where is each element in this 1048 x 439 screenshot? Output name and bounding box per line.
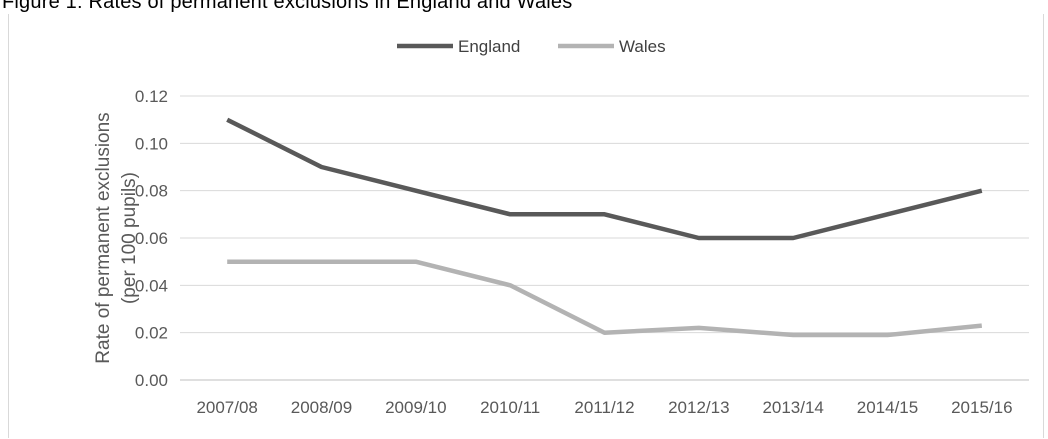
line-chart: 0.00 0.02 0.04 0.06 0.08 0.10 0.12 2007/08 2008… xyxy=(93,37,1029,417)
legend-label-england: England xyxy=(458,37,520,56)
figure-caption-text: Figure 1: Rates of permanent exclusions … xyxy=(2,0,573,13)
x-tick-label: 2009/10 xyxy=(385,398,446,417)
x-tick-label: 2011/12 xyxy=(574,398,634,417)
gridlines xyxy=(180,95,1029,381)
y-tick-label: 0.02 xyxy=(135,324,168,343)
legend: England Wales xyxy=(397,37,666,56)
y-axis-title-line: Rate of permanent exclusions xyxy=(93,112,114,363)
chart-container: 0.00 0.02 0.04 0.06 0.08 0.10 0.12 2007/08 2008… xyxy=(8,14,1044,438)
series-lines xyxy=(226,117,983,338)
y-axis-ticks: 0.00 0.02 0.04 0.06 0.08 0.10 0.12 xyxy=(135,87,168,390)
y-axis-title-line: (per 100 pupils) xyxy=(119,172,140,304)
legend-label-wales: Wales xyxy=(619,37,666,56)
x-axis-ticks: 2007/08 2008/09 2009/10 2010/11 2011/12 2012/… xyxy=(196,398,1012,417)
y-tick-label: 0.08 xyxy=(135,182,168,201)
x-tick-label: 2015/16 xyxy=(951,398,1012,417)
figure-caption: Figure 1: Rates of permanent exclusions … xyxy=(0,0,1048,14)
x-tick-label: 2007/08 xyxy=(196,398,257,417)
y-axis-title: Rate of permanent exclusions (per 100 pup… xyxy=(93,112,140,363)
y-tick-label: 0.10 xyxy=(135,134,168,153)
x-tick-label: 2008/09 xyxy=(291,398,352,417)
x-tick-label: 2012/13 xyxy=(668,398,729,417)
y-tick-label: 0.04 xyxy=(135,276,168,295)
y-tick-label: 0.06 xyxy=(135,229,168,248)
series-line-wales xyxy=(227,259,983,338)
x-tick-label: 2010/11 xyxy=(480,398,540,417)
x-tick-label: 2014/15 xyxy=(857,398,918,417)
y-tick-label: 0.00 xyxy=(135,371,168,390)
series-line-england xyxy=(226,117,983,241)
y-tick-label: 0.12 xyxy=(135,87,168,106)
x-tick-label: 2013/14 xyxy=(762,398,823,417)
